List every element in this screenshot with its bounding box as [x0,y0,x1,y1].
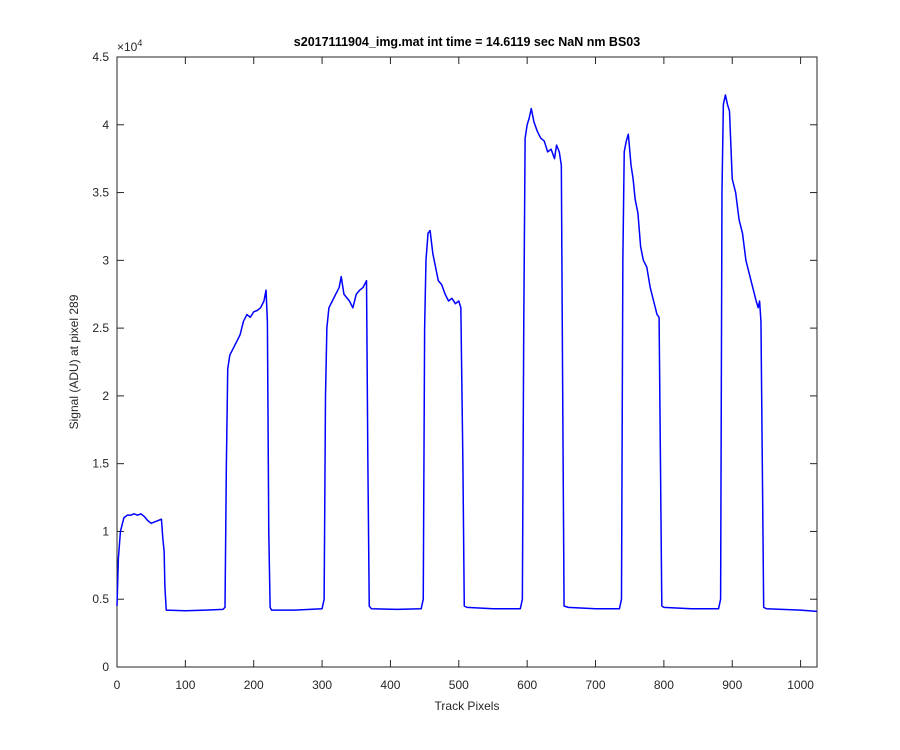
y-exponent-power: 4 [137,38,142,48]
signal-line [116,94,818,613]
x-tick-label: 800 [654,678,674,692]
x-tick-label: 200 [244,678,264,692]
y-exponent-base: ×10 [117,40,138,54]
x-tick-label: 500 [449,678,469,692]
y-tick-label: 1.5 [92,457,109,471]
axes-box [116,56,818,668]
y-tick-label: 3.5 [92,186,109,200]
y-axis-label: Signal (ADU) at pixel 289 [67,294,81,429]
y-tick-label: 0 [102,660,109,674]
x-tick-label: 900 [722,678,742,692]
x-tick-label: 0 [114,678,121,692]
x-axis-label: Track Pixels [435,699,500,713]
y-tick-label: 0.5 [92,592,109,606]
y-tick-label: 4 [102,118,109,132]
x-tick-label: 300 [312,678,332,692]
x-tick-label: 1000 [787,678,814,692]
x-tick-label: 600 [517,678,537,692]
x-tick-label: 100 [175,678,195,692]
y-tick-label: 4.5 [92,50,109,64]
x-tick-label: 700 [586,678,606,692]
y-tick-label: 1 [102,524,109,538]
y-tick-label: 2 [102,389,109,403]
y-exponent: ×104 [117,38,142,54]
x-tick-label: 400 [380,678,400,692]
chart-title: s2017111904_img.mat int time = 14.6119 s… [294,35,640,49]
y-tick-label: 2.5 [92,321,109,335]
y-tick-label: 3 [102,253,109,267]
